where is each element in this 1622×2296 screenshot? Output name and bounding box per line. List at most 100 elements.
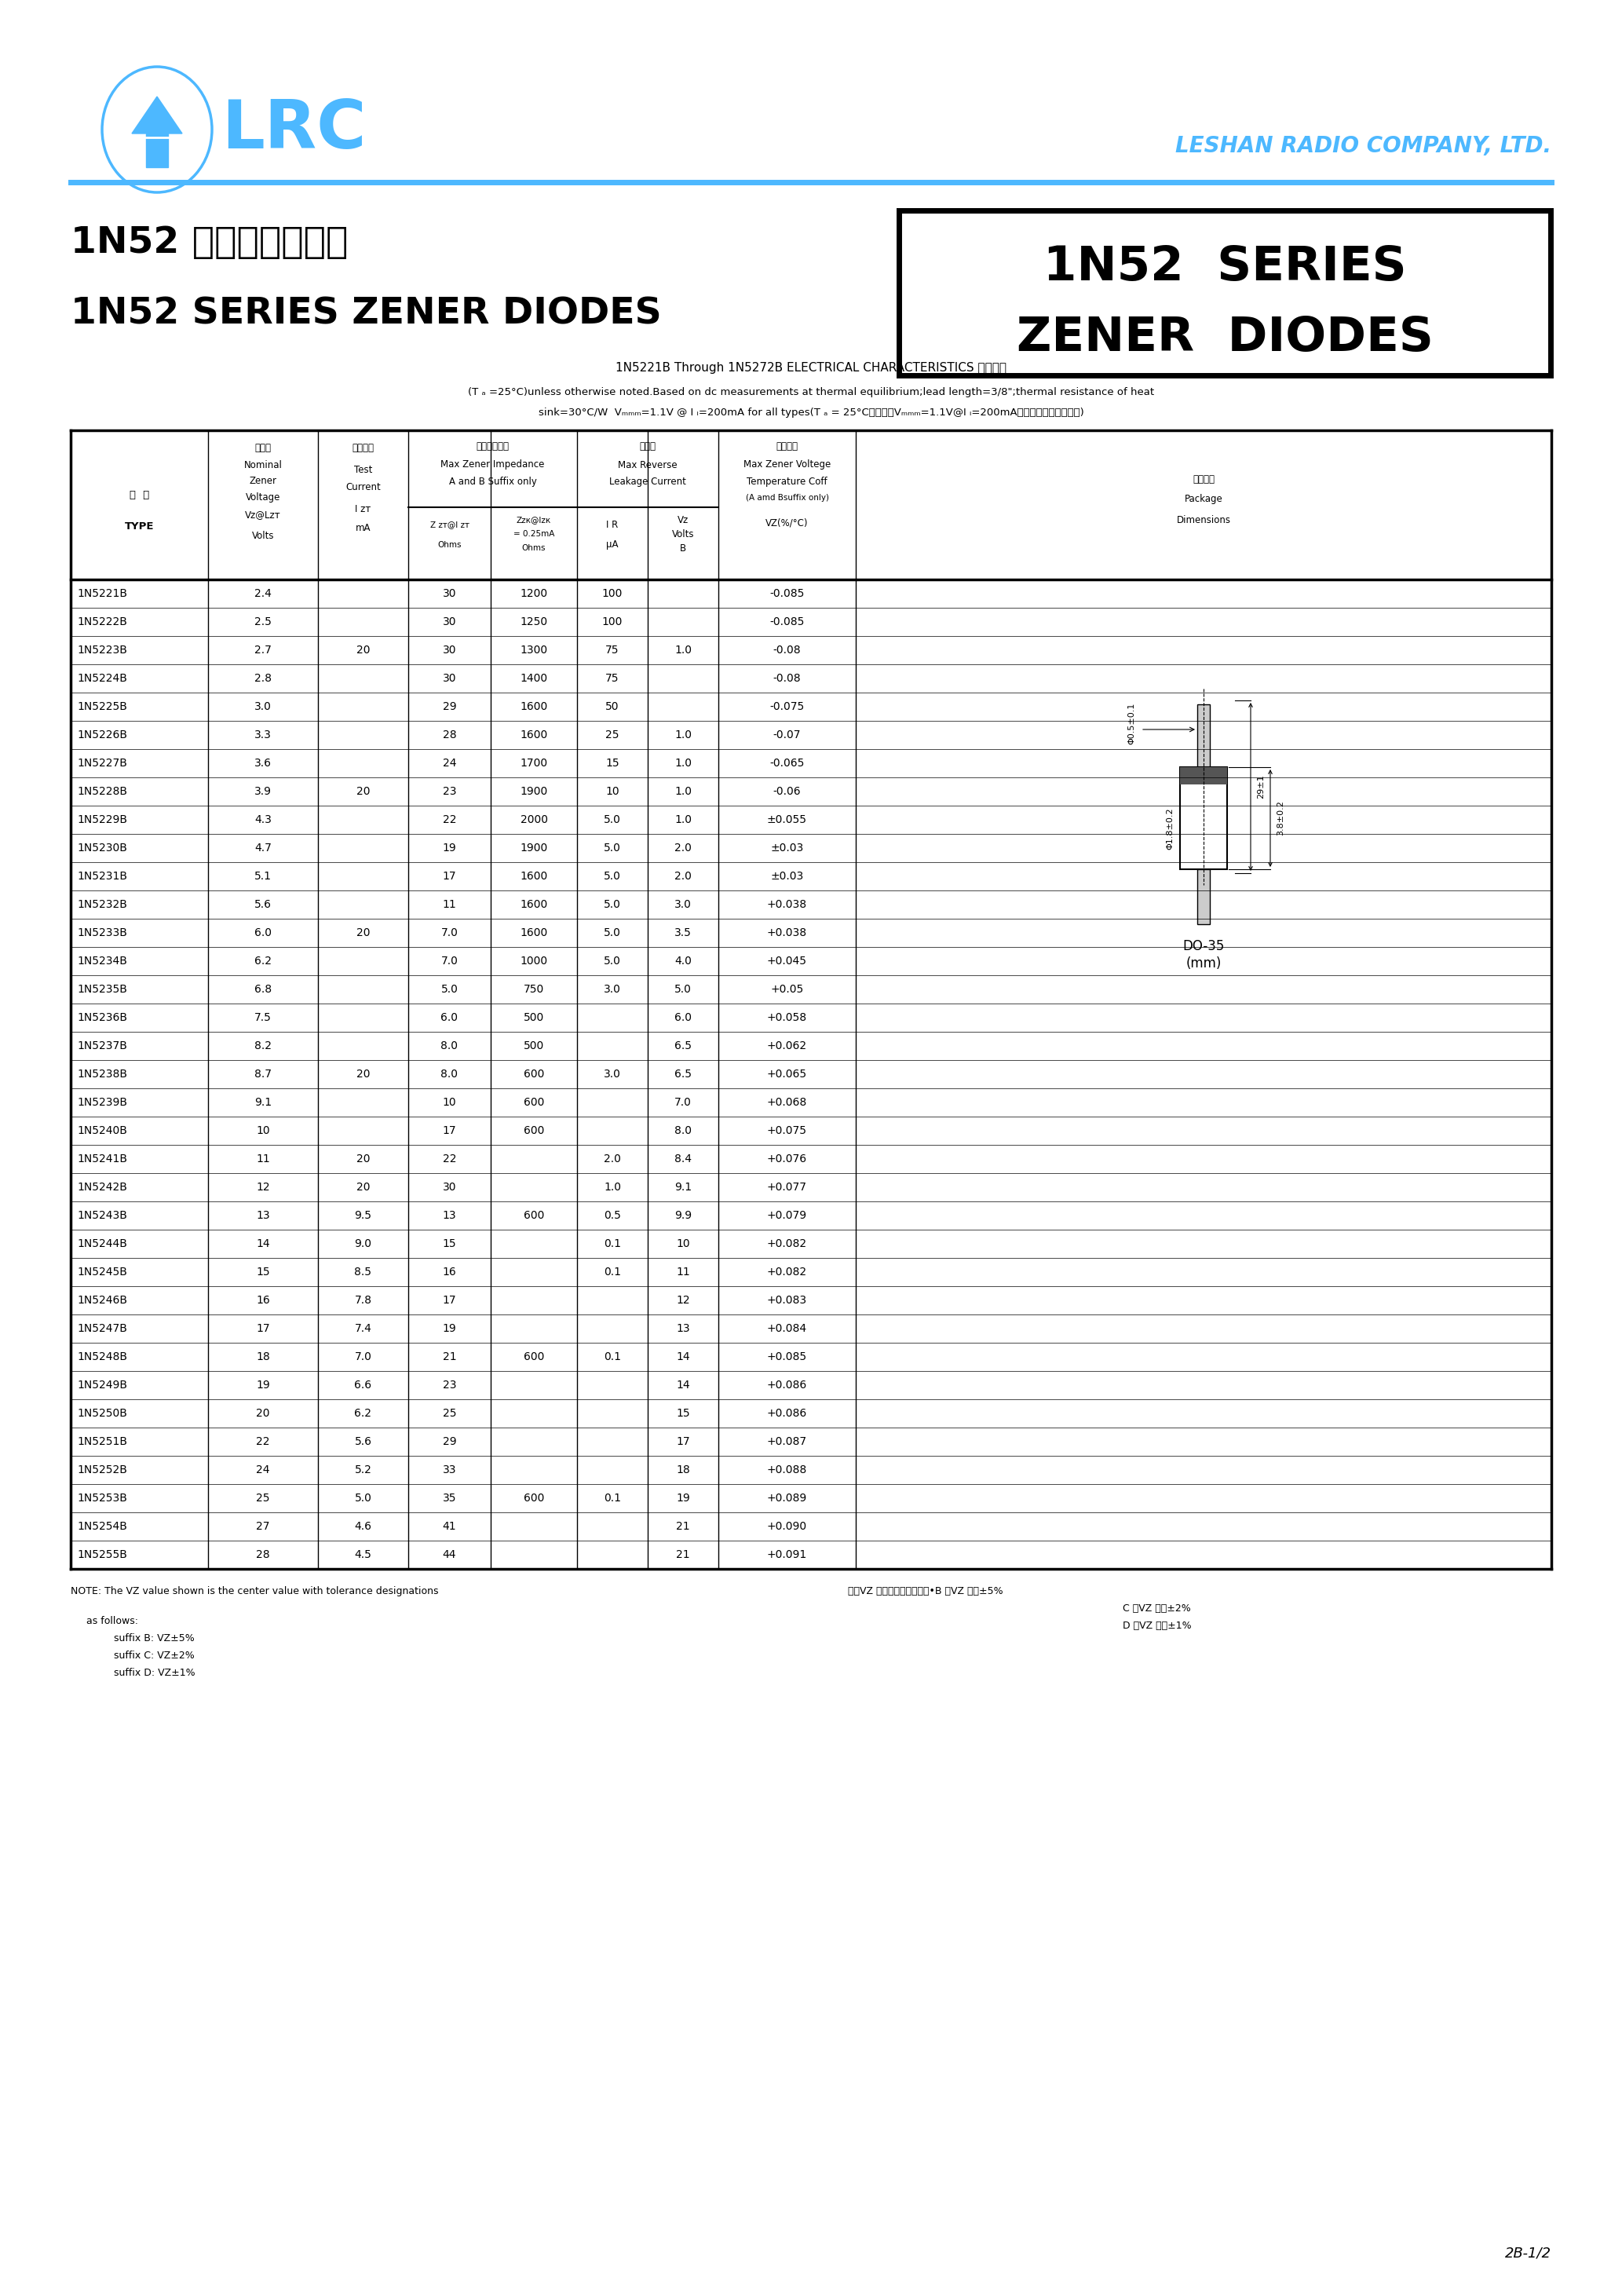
- Text: 5.0: 5.0: [603, 870, 621, 882]
- Text: ±0.055: ±0.055: [767, 815, 808, 824]
- Text: 5.6: 5.6: [255, 900, 271, 909]
- Text: 7.0: 7.0: [355, 1352, 371, 1362]
- Text: 1N5224B: 1N5224B: [76, 673, 127, 684]
- Text: 4.5: 4.5: [355, 1550, 371, 1561]
- Text: 1N5237B: 1N5237B: [76, 1040, 127, 1052]
- Text: 0.1: 0.1: [603, 1492, 621, 1504]
- Text: 30: 30: [443, 645, 456, 657]
- Text: 50: 50: [605, 700, 620, 712]
- Text: 20: 20: [357, 928, 370, 939]
- Text: 0.1: 0.1: [603, 1267, 621, 1277]
- Text: 15: 15: [605, 758, 620, 769]
- Text: 温度系数: 温度系数: [775, 441, 798, 450]
- Text: -0.085: -0.085: [769, 588, 805, 599]
- Text: 75: 75: [605, 645, 620, 657]
- Text: 1300: 1300: [521, 645, 548, 657]
- Text: 14: 14: [256, 1238, 269, 1249]
- Text: -0.065: -0.065: [769, 758, 805, 769]
- Text: +0.088: +0.088: [767, 1465, 808, 1476]
- Text: 20: 20: [357, 1068, 370, 1079]
- Text: 22: 22: [443, 815, 456, 824]
- Text: 750: 750: [524, 985, 543, 994]
- Text: 1N5245B: 1N5245B: [76, 1267, 127, 1277]
- Bar: [1197, 870, 1210, 925]
- Text: 1N5252B: 1N5252B: [76, 1465, 127, 1476]
- Text: 20: 20: [357, 645, 370, 657]
- Text: TYPE: TYPE: [125, 521, 154, 530]
- Text: 1N5234B: 1N5234B: [76, 955, 127, 967]
- Text: 1N5244B: 1N5244B: [76, 1238, 127, 1249]
- Text: 600: 600: [524, 1210, 545, 1221]
- Text: 7.0: 7.0: [441, 928, 457, 939]
- Text: 3.8±0.2: 3.8±0.2: [1277, 801, 1285, 836]
- Text: 4.6: 4.6: [355, 1520, 371, 1531]
- Text: 18: 18: [676, 1465, 689, 1476]
- Text: +0.038: +0.038: [767, 900, 808, 909]
- Bar: [1179, 767, 1228, 870]
- Text: 22: 22: [443, 1153, 456, 1164]
- Text: 8.0: 8.0: [441, 1068, 457, 1079]
- Text: 7.5: 7.5: [255, 1013, 271, 1024]
- Text: -0.08: -0.08: [774, 673, 801, 684]
- Text: +0.045: +0.045: [767, 955, 808, 967]
- Text: 1.0: 1.0: [675, 645, 691, 657]
- Text: 1N5232B: 1N5232B: [76, 900, 127, 909]
- Text: 8.0: 8.0: [675, 1125, 691, 1137]
- Text: Zener: Zener: [250, 475, 277, 487]
- Text: as follows:: as follows:: [86, 1616, 138, 1626]
- Text: C 型VZ 容差±2%: C 型VZ 容差±2%: [1122, 1603, 1191, 1614]
- Text: 17: 17: [443, 1295, 456, 1306]
- Text: +0.087: +0.087: [767, 1437, 808, 1446]
- Text: 3.5: 3.5: [675, 928, 691, 939]
- Text: +0.068: +0.068: [767, 1097, 808, 1109]
- Bar: [1179, 767, 1228, 785]
- Text: 3.0: 3.0: [603, 1068, 621, 1079]
- Text: (mm): (mm): [1186, 957, 1221, 971]
- Text: 0.1: 0.1: [603, 1352, 621, 1362]
- Text: +0.05: +0.05: [770, 985, 803, 994]
- Text: 12: 12: [676, 1295, 689, 1306]
- Text: 20: 20: [357, 1182, 370, 1192]
- Text: Nominal: Nominal: [243, 461, 282, 471]
- Text: 1N5246B: 1N5246B: [76, 1295, 127, 1306]
- Text: 8.2: 8.2: [255, 1040, 271, 1052]
- Text: 1N5238B: 1N5238B: [76, 1068, 127, 1079]
- Text: 1000: 1000: [521, 955, 548, 967]
- Text: 1N52 SERIES ZENER DIODES: 1N52 SERIES ZENER DIODES: [71, 296, 662, 331]
- Text: 6.0: 6.0: [441, 1013, 457, 1024]
- Text: 2.0: 2.0: [675, 870, 691, 882]
- Text: +0.077: +0.077: [767, 1182, 808, 1192]
- Text: +0.091: +0.091: [767, 1550, 808, 1561]
- Text: mA: mA: [355, 523, 371, 533]
- Text: 15: 15: [443, 1238, 456, 1249]
- Bar: [71, 429, 1551, 1568]
- Text: 1N5221B Through 1N5272B ELECTRICAL CHARACTERISTICS 电性参数: 1N5221B Through 1N5272B ELECTRICAL CHARA…: [615, 360, 1007, 374]
- Text: 1N5221B: 1N5221B: [76, 588, 127, 599]
- Text: Current: Current: [345, 482, 381, 491]
- Text: +0.086: +0.086: [767, 1380, 808, 1391]
- Text: 6.8: 6.8: [255, 985, 272, 994]
- Text: Ohms: Ohms: [522, 544, 547, 551]
- Text: 9.0: 9.0: [355, 1238, 371, 1249]
- Text: ±0.03: ±0.03: [770, 843, 803, 854]
- Text: 7.0: 7.0: [441, 955, 457, 967]
- Text: 9.1: 9.1: [255, 1097, 272, 1109]
- Text: 5.0: 5.0: [441, 985, 457, 994]
- Text: 1600: 1600: [521, 700, 548, 712]
- Text: 测试电流: 测试电流: [352, 443, 375, 452]
- Text: 30: 30: [443, 615, 456, 627]
- Text: 1N52 系列稳压二极管: 1N52 系列稳压二极管: [71, 225, 349, 262]
- Text: Temperature Coff: Temperature Coff: [746, 475, 827, 487]
- Text: 1N5236B: 1N5236B: [76, 1013, 127, 1024]
- Text: +0.058: +0.058: [767, 1013, 808, 1024]
- Text: 600: 600: [524, 1492, 545, 1504]
- Text: 24: 24: [256, 1465, 269, 1476]
- Text: 17: 17: [443, 870, 456, 882]
- Text: 16: 16: [443, 1267, 456, 1277]
- Text: 5.0: 5.0: [355, 1492, 371, 1504]
- Text: 15: 15: [676, 1407, 689, 1419]
- Text: 7.8: 7.8: [355, 1295, 371, 1306]
- Text: 17: 17: [443, 1125, 456, 1137]
- Text: 19: 19: [443, 1322, 456, 1334]
- Text: +0.086: +0.086: [767, 1407, 808, 1419]
